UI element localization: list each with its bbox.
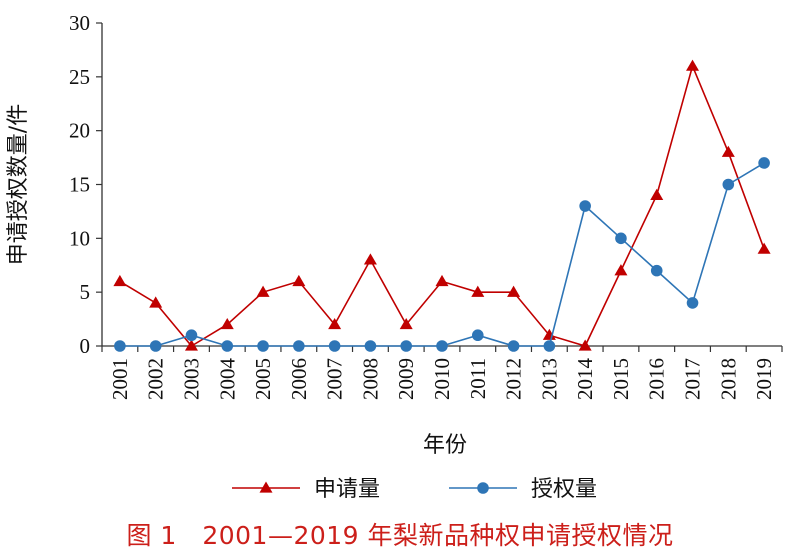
circle-marker	[507, 340, 520, 352]
triangle-marker	[292, 274, 306, 287]
circle-marker	[543, 340, 556, 352]
legend-marker	[477, 482, 489, 494]
circle-marker	[436, 340, 448, 352]
x-tick-label: 2013	[537, 358, 561, 400]
circle-marker	[328, 340, 341, 352]
x-tick-label: 2007	[323, 358, 347, 400]
circle-marker	[221, 340, 234, 352]
y-tick-label: 25	[69, 65, 90, 89]
triangle-marker	[507, 285, 521, 297]
triangle-marker	[650, 188, 664, 200]
circle-marker	[293, 340, 305, 352]
circle-marker	[114, 340, 126, 352]
series-application	[113, 59, 771, 351]
triangle-marker	[471, 285, 485, 297]
y-axis-ticks: 0 5 10 15 20 25 30	[69, 11, 102, 358]
x-axis-ticks: 2001 2002 2003 2004 2005 2006 2007 2008 2009 2010…	[101, 346, 783, 401]
triangle-marker	[328, 317, 342, 330]
triangle-marker	[149, 296, 163, 308]
circle-marker	[579, 200, 591, 212]
x-tick-label: 2001	[108, 358, 132, 400]
circle-marker	[364, 340, 377, 352]
series-line	[119, 162, 765, 347]
circle-marker	[471, 329, 484, 342]
triangle-marker	[184, 339, 198, 351]
triangle-marker	[220, 317, 234, 330]
legend-marker	[259, 481, 273, 493]
y-tick-label: 10	[69, 226, 90, 250]
x-tick-label: 2011	[466, 358, 490, 399]
circle-marker	[400, 340, 413, 352]
circle-marker	[149, 340, 162, 352]
x-tick-label: 2012	[502, 358, 526, 400]
x-tick-label: 2014	[573, 358, 597, 401]
triangle-marker	[686, 59, 700, 71]
x-tick-label: 2004	[215, 358, 239, 401]
circle-marker	[257, 340, 269, 352]
x-tick-label: 2019	[752, 358, 776, 400]
circle-marker	[758, 157, 770, 169]
circle-marker	[650, 264, 663, 277]
triangle-marker	[757, 242, 771, 254]
legend: 申请量 授权量	[232, 477, 597, 502]
triangle-marker	[363, 253, 377, 265]
circle-marker	[615, 232, 627, 245]
x-tick-label: 2002	[144, 358, 168, 400]
legend-label: 授权量	[531, 477, 597, 502]
figure-caption: 图 1 2001—2019 年梨新品种权申请授权情况	[126, 521, 674, 550]
series-layer	[113, 59, 771, 352]
axes	[101, 23, 782, 347]
triangle-marker	[542, 328, 556, 340]
y-tick-label: 15	[69, 173, 90, 197]
triangle-marker	[721, 145, 735, 157]
legend-label: 申请量	[314, 477, 380, 502]
legend-item: 授权量	[449, 477, 597, 502]
y-tick-label: 0	[80, 334, 91, 358]
triangle-marker	[256, 285, 270, 297]
x-tick-label: 2018	[716, 358, 740, 400]
triangle-marker	[614, 264, 628, 276]
circle-marker	[722, 178, 735, 191]
x-tick-label: 2010	[430, 358, 454, 400]
circle-marker	[185, 329, 198, 342]
x-tick-label: 2003	[179, 358, 203, 400]
triangle-marker	[435, 274, 449, 287]
series-line	[119, 63, 765, 348]
x-tick-label: 2016	[645, 358, 669, 400]
x-tick-label: 2006	[287, 358, 311, 400]
x-tick-label: 2009	[394, 358, 418, 400]
y-tick-label: 5	[80, 280, 91, 304]
x-tick-label: 2017	[681, 358, 705, 400]
x-tick-label: 2015	[609, 358, 633, 400]
legend-item: 申请量	[232, 477, 380, 502]
y-tick-label: 20	[69, 119, 90, 143]
triangle-marker	[578, 339, 592, 351]
triangle-marker	[399, 317, 413, 330]
circle-marker	[686, 297, 699, 309]
y-tick-label: 30	[69, 11, 90, 35]
series-grant	[114, 157, 770, 352]
triangle-marker	[113, 274, 127, 287]
x-tick-label: 2008	[358, 358, 382, 400]
x-axis-title: 年份	[423, 433, 467, 458]
y-axis-title: 申请授权数量/件	[6, 104, 31, 265]
x-tick-label: 2005	[251, 358, 275, 400]
